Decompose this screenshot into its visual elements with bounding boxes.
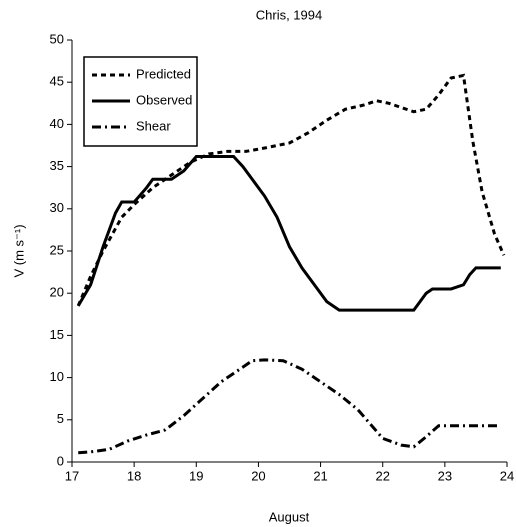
x-tick-label: 24 <box>500 468 514 483</box>
y-axis-label: V (m s⁻¹) <box>11 224 26 277</box>
y-tick-label: 45 <box>50 74 64 89</box>
x-axis-label: August <box>269 509 310 524</box>
y-tick-label: 20 <box>50 285 64 300</box>
x-tick-label: 21 <box>313 468 327 483</box>
y-tick-label: 10 <box>50 369 64 384</box>
y-tick-label: 30 <box>50 200 64 215</box>
legend-label: Predicted <box>136 66 191 81</box>
y-tick-label: 35 <box>50 158 64 173</box>
x-tick-label: 18 <box>127 468 141 483</box>
y-tick-label: 5 <box>57 411 64 426</box>
chart-title: Chris, 1994 <box>256 7 322 22</box>
series-line <box>78 358 501 455</box>
x-tick-label: 20 <box>251 468 265 483</box>
y-tick-label: 0 <box>57 453 64 468</box>
x-tick-label: 22 <box>375 468 389 483</box>
y-tick-label: 15 <box>50 327 64 342</box>
x-tick-label: 19 <box>189 468 203 483</box>
x-tick-label: 17 <box>65 468 79 483</box>
series-line <box>76 154 501 312</box>
y-tick-label: 25 <box>50 242 64 257</box>
y-tick-label: 40 <box>50 116 64 131</box>
y-tick-label: 50 <box>50 31 64 46</box>
legend-label: Observed <box>136 92 192 107</box>
legend-label: Shear <box>136 118 171 133</box>
x-tick-label: 23 <box>438 468 452 483</box>
